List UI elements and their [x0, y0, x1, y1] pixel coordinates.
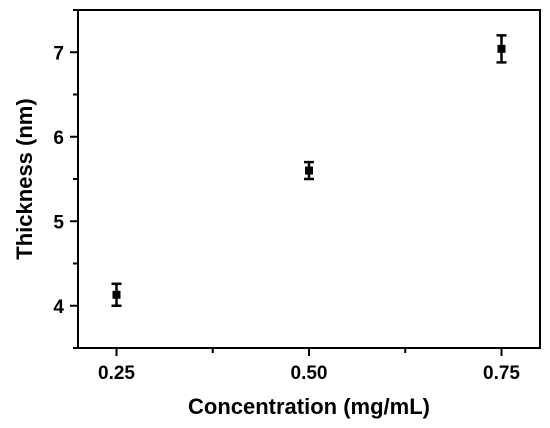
x-axis-label: Concentration (mg/mL): [188, 394, 430, 419]
point-marker: [497, 44, 506, 53]
y-axis-label: Thickness (nm): [12, 98, 37, 259]
x-tick-label: 0.25: [98, 363, 135, 384]
point-marker: [112, 290, 121, 299]
x-tick-label: 0.75: [483, 363, 520, 384]
x-tick-label: 0.50: [291, 363, 328, 384]
y-tick-label: 4: [53, 297, 64, 318]
point-marker: [305, 166, 313, 175]
data-points: [111, 34, 507, 307]
y-tick-label: 6: [53, 128, 64, 149]
y-tick-label: 5: [53, 212, 64, 233]
data-point: [496, 34, 507, 64]
data-point: [111, 282, 122, 307]
y-tick-label: 7: [53, 43, 64, 64]
axis-ticks: [70, 9, 503, 356]
tick-labels: 0.25 0.50 0.75 4 5 6 7: [53, 43, 520, 384]
data-point: [304, 160, 314, 181]
